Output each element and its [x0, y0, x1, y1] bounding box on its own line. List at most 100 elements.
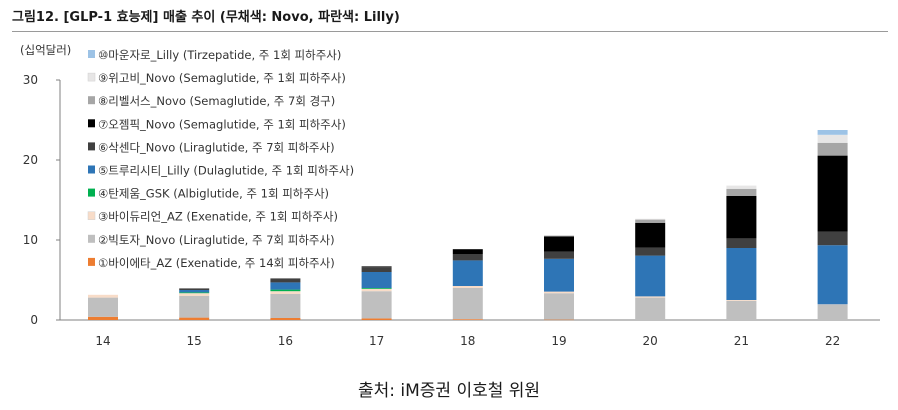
source-caption: 출처: iM증권 이호철 위원 — [357, 381, 541, 401]
legend-label: ⑥삭센다_Novo (Liraglutide, 주 7회 피하주사) — [98, 140, 335, 154]
legend-swatch — [88, 142, 95, 151]
bar-segment-s4-15 — [179, 292, 210, 294]
bar-segment-s2-16 — [270, 294, 301, 318]
legend-item-2: ②빅토자_Novo (Liraglutide, 주 7회 피하주사) — [88, 233, 335, 247]
legend-item-10: ⑩마운자로_Lilly (Tirzepatide, 주 1회 피하주사) — [88, 48, 341, 62]
legend-label: ②빅토자_Novo (Liraglutide, 주 7회 피하주사) — [98, 233, 335, 247]
bar-segment-s8-19 — [544, 235, 574, 237]
bar-segment-s7-22 — [817, 155, 848, 232]
bar-segment-s3-17 — [361, 288, 392, 292]
bar-segment-s7-18 — [452, 249, 483, 254]
bar-segment-s2-20 — [635, 297, 666, 320]
bar-segment-s9-22 — [817, 134, 848, 143]
x-tick-label-17: 17 — [369, 334, 384, 348]
bar-segment-s7-21 — [726, 196, 757, 239]
bar-segment-s7-20 — [635, 222, 666, 248]
legend-label: ⑤트루리시티_Lilly (Dulaglutide, 주 1회 피하주사) — [98, 164, 354, 178]
bar-segment-s9-20 — [635, 218, 666, 220]
y-tick-label-30: 30 — [23, 73, 38, 87]
bar-segment-s5-18 — [452, 260, 483, 286]
legend-swatch — [88, 119, 95, 128]
bar-segment-s2-21 — [726, 300, 757, 320]
x-tick-label-18: 18 — [460, 334, 475, 348]
bar-segment-s6-17 — [361, 267, 392, 272]
bar-segment-s2-18 — [452, 288, 483, 320]
legend-label: ⑧리벨서스_Novo (Semaglutide, 주 7회 경구) — [98, 94, 335, 108]
bar-segment-s6-22 — [817, 231, 848, 246]
bar-stack-14 — [88, 294, 118, 320]
legend-label: ⑩마운자로_Lilly (Tirzepatide, 주 1회 피하주사) — [98, 48, 341, 62]
legend-item-3: ③바이듀리언_AZ (Exenatide, 주 1회 피하주사) — [87, 210, 338, 224]
bar-segment-s2-15 — [179, 296, 210, 318]
bar-segment-s1-16 — [270, 318, 301, 320]
bar-segment-s4-16 — [270, 289, 301, 292]
bar-segment-s2-22 — [817, 304, 848, 320]
x-tick-label-16: 16 — [278, 334, 293, 348]
bar-segment-s5-22 — [817, 245, 848, 305]
legend-swatch — [88, 50, 95, 58]
bar-segment-s7-19 — [544, 236, 574, 252]
legend-swatch — [88, 165, 95, 174]
bar-segment-s8-20 — [635, 219, 666, 223]
chart-legend: ⑩마운자로_Lilly (Tirzepatide, 주 1회 피하주사) ⑨위고비… — [87, 48, 354, 270]
bar-segment-s6-20 — [635, 247, 666, 256]
bar-segment-s4-17 — [361, 288, 392, 289]
legend-item-8: ⑧리벨서스_Novo (Semaglutide, 주 7회 경구) — [88, 94, 335, 108]
bar-segment-s10-22 — [817, 130, 848, 135]
bar-segment-s1-15 — [179, 317, 210, 320]
bar-segment-s5-17 — [361, 272, 392, 288]
bar-segment-s5-20 — [635, 255, 666, 297]
bar-stack-20 — [635, 218, 666, 320]
legend-swatch — [88, 188, 95, 197]
bar-segment-s2-19 — [544, 293, 574, 320]
bar-segment-s1-19 — [544, 319, 574, 321]
bar-segment-s1-18 — [452, 319, 483, 320]
x-tick-label-22: 22 — [825, 334, 840, 348]
x-tick-label-19: 19 — [551, 334, 566, 348]
x-tick-label-20: 20 — [643, 334, 658, 348]
bar-segment-s3-14 — [88, 294, 118, 298]
bar-segment-s5-16 — [270, 282, 301, 290]
legend-label: ④탄제움_GSK (Albiglutide, 주 1회 피하주사) — [98, 187, 329, 201]
legend-item-1: ①바이에타_AZ (Exenatide, 주 14회 피하주사) — [88, 256, 335, 270]
y-tick-label-20: 20 — [23, 153, 38, 167]
legend-item-4: ④탄제움_GSK (Albiglutide, 주 1회 피하주사) — [88, 187, 329, 201]
bar-segment-s3-22 — [817, 304, 848, 305]
bar-stack-16 — [270, 278, 301, 320]
bar-stack-19 — [544, 235, 574, 321]
bar-segment-s5-15 — [179, 290, 210, 293]
legend-swatch — [88, 234, 95, 243]
legend-label: ⑦오젬픽_Novo (Semaglutide, 주 1회 피하주사) — [98, 117, 346, 131]
bar-segment-s9-21 — [726, 185, 757, 189]
legend-swatch — [87, 211, 96, 220]
stacked-bar-chart: 0 10 20 30 14 15 16 17 18 19 20 21 22 ⑩마운자로_Lilly (T… — [23, 48, 880, 348]
x-tick-label-21: 21 — [734, 334, 749, 348]
bar-segment-s6-19 — [544, 251, 574, 259]
legend-item-9: ⑨위고비_Novo (Semaglutide, 주 1회 피하주사) — [87, 71, 346, 85]
y-tick-label-10: 10 — [23, 233, 38, 247]
bar-stack-15 — [179, 288, 210, 320]
legend-label: ①바이에타_AZ (Exenatide, 주 14회 피하주사) — [98, 256, 335, 270]
bar-segment-s5-21 — [726, 248, 757, 300]
legend-label: ③바이듀리언_AZ (Exenatide, 주 1회 피하주사) — [98, 210, 338, 224]
bar-segment-s8-21 — [726, 188, 757, 196]
legend-label: ⑨위고비_Novo (Semaglutide, 주 1회 피하주사) — [98, 71, 346, 85]
bar-segment-s1-14 — [88, 316, 118, 320]
bar-stack-21 — [726, 185, 757, 320]
legend-item-7: ⑦오젬픽_Novo (Semaglutide, 주 1회 피하주사) — [88, 117, 346, 131]
title-divider — [12, 31, 888, 32]
bar-segment-s1-17 — [361, 318, 392, 320]
bar-segment-s3-16 — [270, 291, 301, 294]
chart-title: 그림12. [GLP-1 효능제] 매출 추이 (무채색: Novo, 파란색:… — [12, 10, 400, 25]
bar-stacks — [88, 130, 848, 321]
bar-segment-s6-15 — [179, 288, 210, 290]
y-axis-unit-label: (십억달러) — [20, 43, 72, 57]
bar-segment-s3-21 — [726, 300, 757, 301]
y-tick-label-0: 0 — [30, 313, 38, 327]
x-tick-label-14: 14 — [95, 334, 110, 348]
legend-swatch — [88, 257, 95, 266]
bar-segment-s2-17 — [361, 291, 392, 319]
bar-segment-s6-21 — [726, 238, 757, 248]
bar-segment-s5-19 — [544, 258, 574, 292]
bar-segment-s3-15 — [179, 293, 210, 296]
